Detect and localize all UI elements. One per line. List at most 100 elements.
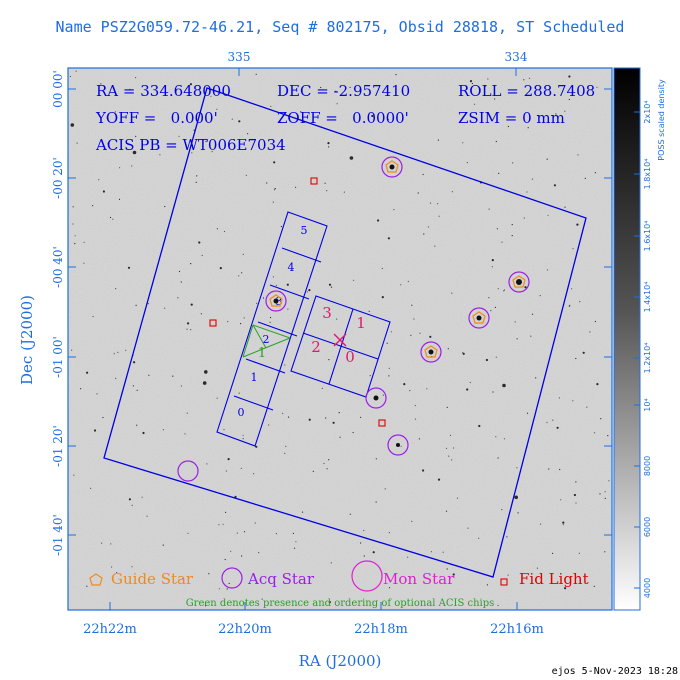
background-star	[102, 190, 105, 193]
background-star	[548, 468, 550, 470]
background-star	[507, 125, 509, 128]
page-title: Name PSZ2G059.72-46.21, Seq # 802175, Ob…	[55, 18, 625, 36]
background-star	[98, 179, 100, 181]
background-star	[382, 394, 384, 396]
background-star	[227, 321, 229, 323]
background-star	[445, 447, 448, 449]
background-star	[593, 585, 595, 588]
background-star	[201, 254, 203, 257]
background-star	[438, 215, 440, 217]
background-star	[180, 281, 182, 283]
background-star	[148, 374, 150, 376]
background-star	[228, 582, 230, 585]
background-star	[414, 418, 417, 420]
background-star	[572, 400, 574, 402]
guide-star-legend-icon	[89, 573, 103, 586]
background-star	[469, 80, 473, 83]
optional-chip-marker	[242, 324, 291, 358]
background-star	[535, 377, 537, 379]
background-star	[275, 284, 277, 286]
background-star	[437, 203, 439, 205]
background-star	[387, 119, 389, 121]
background-star	[135, 304, 137, 306]
background-star	[86, 585, 88, 587]
background-star	[360, 542, 362, 544]
background-star	[552, 419, 554, 421]
background-star	[325, 417, 327, 419]
background-star	[491, 266, 493, 268]
background-star	[204, 605, 207, 607]
background-star	[162, 429, 164, 431]
background-star	[371, 114, 374, 118]
background-star	[132, 385, 134, 387]
acq-star-marker	[381, 156, 403, 178]
background-star	[255, 73, 257, 75]
background-star	[177, 297, 179, 299]
background-star	[328, 146, 330, 148]
background-star	[488, 297, 490, 299]
background-star	[284, 452, 286, 454]
acis-i-chip-label: 2	[311, 338, 321, 356]
info-dec: DEC = -2.957410	[277, 82, 410, 100]
background-star	[577, 154, 579, 156]
background-star	[353, 279, 355, 281]
background-star	[74, 235, 76, 237]
background-star	[564, 206, 566, 208]
colorbar-tick: 1.6x10⁴	[643, 221, 652, 252]
background-star	[467, 527, 469, 529]
background-star	[295, 186, 297, 188]
background-star	[208, 573, 210, 575]
background-star	[328, 601, 331, 604]
background-star	[335, 90, 337, 92]
background-star	[572, 248, 574, 250]
field-of-view-box	[103, 87, 587, 578]
background-star	[607, 435, 609, 437]
background-star	[196, 175, 198, 177]
background-star	[73, 474, 75, 476]
background-star	[411, 304, 413, 306]
background-star	[446, 406, 448, 408]
background-star	[564, 587, 567, 590]
background-star	[328, 459, 330, 461]
background-star	[274, 188, 276, 190]
background-star	[287, 308, 289, 310]
background-star	[497, 288, 499, 290]
background-star	[375, 458, 377, 460]
background-star	[390, 331, 393, 333]
background-star	[282, 412, 284, 414]
background-star	[564, 110, 566, 112]
info-yoff: YOFF = 0.000'	[95, 109, 218, 127]
background-star	[604, 497, 606, 499]
background-star	[100, 83, 102, 85]
background-star	[71, 349, 73, 351]
background-star	[531, 178, 534, 180]
background-star	[195, 181, 197, 183]
background-star	[562, 521, 565, 524]
legend-note: Green denotes presence and ordering of o…	[186, 598, 495, 609]
background-star	[339, 436, 341, 438]
background-star	[449, 434, 452, 436]
colorbar-tick: 6000	[643, 517, 652, 537]
background-star	[352, 431, 354, 434]
background-star	[223, 230, 226, 233]
background-star	[328, 359, 330, 361]
background-star	[562, 524, 564, 526]
background-star	[523, 217, 525, 219]
acq-star-marker	[265, 290, 287, 312]
acq-star-legend-icon	[221, 567, 243, 589]
background-star	[255, 445, 258, 448]
background-star	[485, 358, 488, 362]
background-star	[539, 295, 541, 297]
background-star	[516, 338, 518, 340]
background-star	[219, 267, 222, 270]
background-star	[328, 283, 332, 286]
background-star	[72, 223, 74, 225]
background-star	[584, 177, 586, 179]
timestamp: ejos 5-Nov-2023 18:28	[551, 666, 678, 677]
guide-star-marker	[385, 160, 399, 173]
background-star	[190, 329, 192, 331]
background-star	[553, 184, 557, 187]
bottom-tick-label: 22h18m	[354, 622, 408, 637]
background-star	[498, 172, 500, 174]
background-star	[451, 292, 453, 294]
